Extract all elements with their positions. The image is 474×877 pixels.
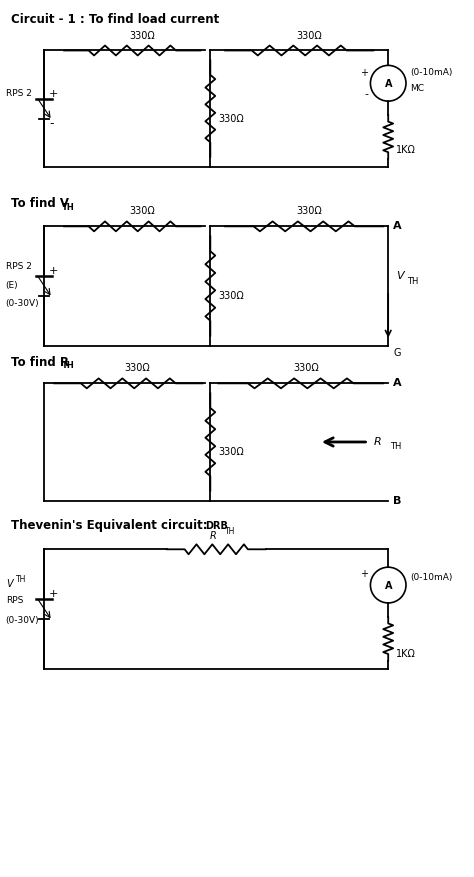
Text: R: R	[374, 437, 381, 447]
Text: TH: TH	[390, 442, 401, 452]
Text: +: +	[360, 569, 368, 579]
Text: 330Ω: 330Ω	[296, 31, 322, 40]
Text: (0-10mA): (0-10mA)	[410, 573, 452, 581]
Text: 1KΩ: 1KΩ	[396, 145, 416, 155]
Text: Circuit - 1 : To find load current: Circuit - 1 : To find load current	[11, 12, 219, 25]
Text: G: G	[393, 347, 401, 358]
Text: +: +	[49, 589, 59, 599]
Text: RPS 2: RPS 2	[6, 261, 32, 271]
Text: -: -	[365, 89, 368, 99]
Text: A: A	[384, 79, 392, 89]
Text: 330Ω: 330Ω	[218, 291, 244, 301]
Text: V: V	[6, 579, 12, 589]
Text: To find R: To find R	[11, 355, 69, 368]
Text: (E): (E)	[6, 282, 18, 290]
Text: RPS: RPS	[6, 596, 23, 605]
Text: 1KΩ: 1KΩ	[396, 649, 416, 659]
Text: MC: MC	[410, 83, 424, 93]
Text: 330Ω: 330Ω	[124, 363, 150, 374]
Text: A: A	[393, 221, 402, 232]
Text: DRB: DRB	[205, 522, 228, 531]
Text: (0-30V): (0-30V)	[6, 617, 39, 625]
Text: R: R	[210, 531, 217, 541]
Text: +: +	[49, 266, 59, 276]
Text: TH: TH	[16, 574, 26, 583]
Text: +: +	[49, 89, 59, 99]
Text: To find V: To find V	[11, 196, 69, 210]
Text: 330Ω: 330Ω	[294, 363, 319, 374]
Text: 330Ω: 330Ω	[296, 206, 322, 217]
Text: 330Ω: 330Ω	[129, 31, 155, 40]
Text: 330Ω: 330Ω	[129, 206, 155, 217]
Text: Thevenin's Equivalent circuit:: Thevenin's Equivalent circuit:	[11, 519, 207, 532]
Text: (0-30V): (0-30V)	[6, 299, 39, 309]
Text: RPS 2: RPS 2	[6, 89, 32, 98]
Text: (0-10mA): (0-10mA)	[410, 68, 452, 77]
Text: TH: TH	[407, 276, 419, 286]
Text: 330Ω: 330Ω	[218, 447, 244, 457]
Text: B: B	[393, 496, 401, 506]
Text: A: A	[384, 581, 392, 591]
Text: TH: TH	[225, 527, 236, 537]
Text: +: +	[360, 68, 368, 78]
Text: TH: TH	[62, 203, 75, 211]
Text: 330Ω: 330Ω	[218, 113, 244, 124]
Text: V: V	[396, 271, 404, 281]
Text: -: -	[49, 117, 54, 130]
Text: A: A	[393, 378, 402, 389]
Text: TH: TH	[62, 361, 75, 370]
